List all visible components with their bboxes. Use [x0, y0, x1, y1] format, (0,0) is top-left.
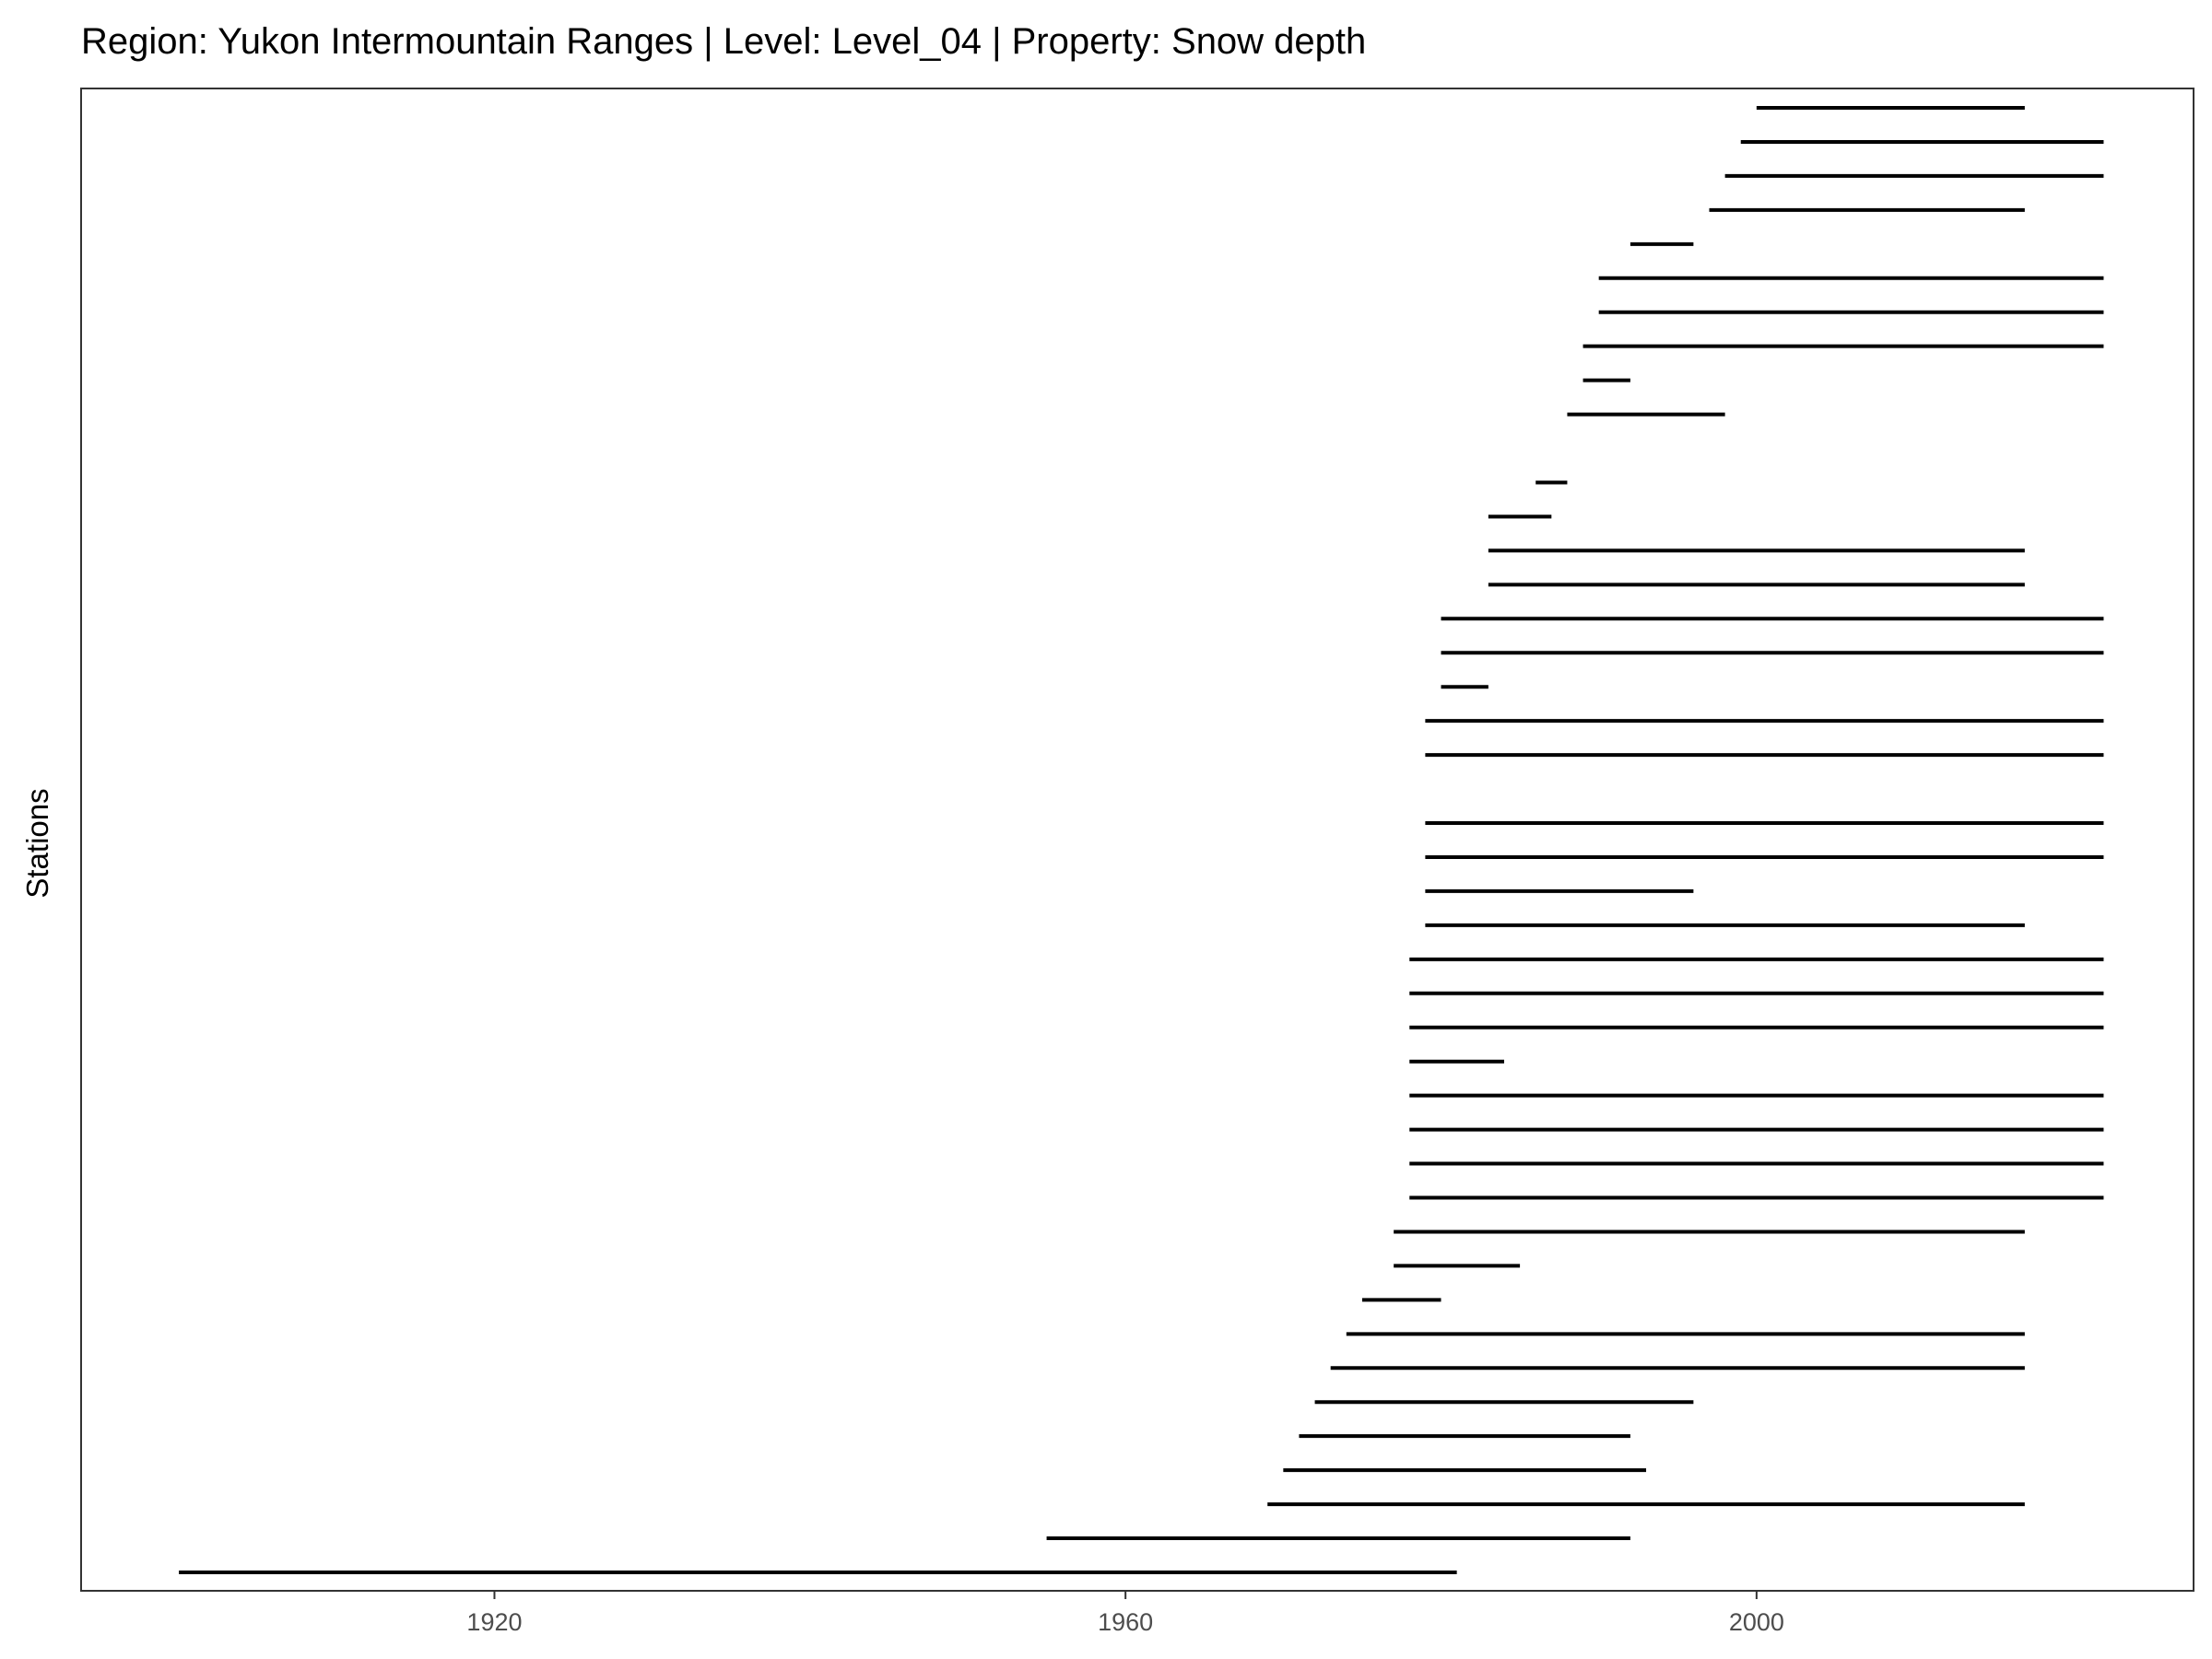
x-axis-ticks: 1920 1960 2000: [466, 1591, 1784, 1636]
plot-panel-border: [80, 88, 2194, 1592]
y-axis-label: Stations: [20, 788, 54, 898]
station-segments: [179, 106, 2104, 1574]
x-tick-label: 1920: [466, 1608, 522, 1636]
x-tick-label: 1960: [1098, 1608, 1153, 1636]
chart-title: Region: Yukon Intermountain Ranges | Lev…: [81, 21, 1366, 62]
x-tick-label: 2000: [1729, 1608, 1784, 1636]
